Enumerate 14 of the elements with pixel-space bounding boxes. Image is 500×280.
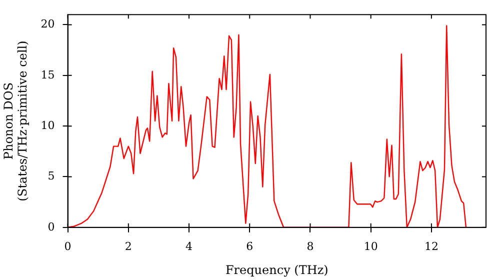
x-tick-label: 6: [246, 240, 254, 253]
y-tick-label: 20: [40, 18, 55, 31]
y-tick-label: 5: [48, 170, 55, 183]
x-tick-label: 12: [424, 240, 438, 253]
x-tick-label: 2: [124, 240, 132, 253]
y-tick-label: 0: [48, 220, 55, 234]
x-axis-title: Frequency (THz): [225, 262, 328, 277]
x-tick-label: 4: [186, 240, 193, 253]
y-tick-label: 10: [40, 118, 55, 132]
x-tick-label: 0: [64, 240, 72, 253]
x-tick-label: 8: [306, 240, 314, 253]
y-tick-label: 15: [40, 68, 55, 82]
x-tick-label: 10: [364, 240, 378, 253]
y-axis-title: Phonon DOS (States/THz·primitive cell): [1, 40, 30, 202]
